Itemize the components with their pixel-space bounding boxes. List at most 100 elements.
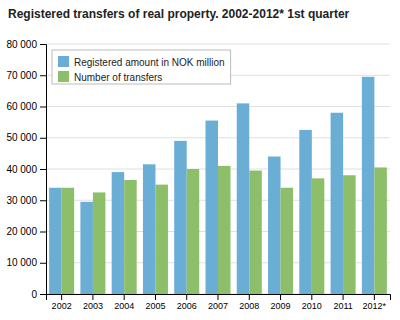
bar	[155, 185, 168, 294]
x-tick-label: 2006	[177, 301, 197, 311]
grid	[46, 44, 390, 294]
x-tick-label: 2002	[52, 301, 72, 311]
x-tick: 2002	[52, 294, 72, 311]
x-tick-mark	[249, 294, 250, 300]
y-tick-label: 70 000	[6, 70, 37, 81]
x-tick-mark	[124, 294, 125, 300]
x-tick-label: 2007	[208, 301, 228, 311]
bar	[93, 192, 106, 294]
x-tick-label: 2010	[302, 301, 322, 311]
bar-series	[62, 166, 387, 294]
y-tick: 50 000	[6, 132, 46, 143]
legend-swatch	[58, 71, 69, 82]
x-tick-mark	[311, 294, 312, 300]
x-tick-mark	[280, 294, 281, 300]
x-tick: 2004	[114, 294, 134, 311]
x-tick: 2007	[208, 294, 228, 311]
legend-item: Registered amount in NOK million	[58, 56, 225, 68]
bar	[343, 175, 356, 294]
chart-container: Registered transfers of real property. 2…	[0, 0, 400, 320]
bar	[331, 113, 344, 294]
x-tick: 2003	[83, 294, 103, 311]
x-tick: 2011	[333, 294, 352, 311]
x-tick-mark	[374, 294, 375, 300]
grid-line	[46, 44, 390, 45]
y-tick-mark	[40, 232, 46, 233]
y-tick-label: 0	[31, 289, 37, 300]
legend-item: Number of transfers	[58, 71, 162, 83]
bar	[112, 172, 125, 294]
y-tick-label: 30 000	[6, 195, 37, 206]
x-tick-mark	[218, 294, 219, 300]
bar	[174, 141, 187, 294]
bar	[143, 164, 156, 294]
legend-swatch	[58, 56, 69, 67]
plot: 0 10 000 20 000 30 000 40 000 50 000 60 000 70 …	[6, 39, 390, 312]
x-tick-mark	[61, 294, 62, 300]
y-tick-mark	[40, 107, 46, 108]
y-tick: 80 000	[6, 39, 46, 50]
x-tick-label: 2003	[83, 301, 103, 311]
x-tick-mark	[186, 294, 187, 300]
y-tick-mark	[40, 263, 46, 264]
y-tick-label: 20 000	[6, 226, 37, 237]
y-tick: 30 000	[6, 195, 46, 206]
y-tick: 0	[31, 289, 46, 300]
y-tick-label: 10 000	[6, 257, 37, 268]
x-tick: 2008	[239, 294, 259, 311]
y-tick: 70 000	[6, 70, 46, 81]
grid-line	[46, 106, 390, 107]
x-tick-mark	[155, 294, 156, 300]
bar	[62, 188, 75, 294]
y-tick-label: 60 000	[6, 101, 37, 112]
y-tick: 40 000	[6, 164, 46, 175]
y-tick-mark	[40, 138, 46, 139]
legend: Registered amount in NOK million Number o…	[52, 50, 231, 84]
bar	[312, 178, 325, 294]
bar-series	[49, 77, 374, 294]
bar	[268, 157, 281, 295]
x-axis-line	[47, 295, 391, 301]
bar	[124, 180, 137, 294]
x-tick-label: 2008	[239, 301, 259, 311]
title: Registered transfers of real property. 2…	[8, 7, 350, 21]
x-tick-label: 2012*	[363, 301, 387, 311]
bar	[205, 121, 218, 294]
x-tick-mark	[343, 294, 344, 300]
x-tick: 2012*	[363, 294, 387, 311]
bar	[299, 130, 312, 294]
bar	[80, 202, 93, 294]
y-tick-label: 50 000	[6, 132, 37, 143]
legend-label: Registered amount in NOK million	[74, 57, 225, 68]
chart-svg: Registered transfers of real property. 2…	[0, 0, 400, 320]
y-tick-mark	[40, 200, 46, 201]
y-tick-mark	[40, 75, 46, 76]
x-tick-label: 2005	[145, 301, 165, 311]
bar	[49, 188, 62, 294]
y-tick-mark	[40, 294, 46, 295]
x-tick: 2005	[145, 294, 165, 311]
y-tick: 10 000	[6, 257, 46, 268]
x-tick-mark	[92, 294, 93, 300]
bar	[237, 103, 250, 294]
bar	[249, 171, 262, 294]
legend-background	[52, 50, 231, 84]
y-tick-mark	[40, 44, 46, 45]
bar	[218, 166, 231, 294]
bar	[374, 167, 387, 294]
bar	[362, 77, 375, 294]
bars	[49, 77, 387, 294]
legend-label: Number of transfers	[74, 72, 162, 83]
y-tick-label: 80 000	[6, 39, 37, 50]
x-tick: 2009	[271, 294, 291, 311]
x-axis: 2002 2003 2004 2005 2006 2007 2008 2009 2010 2011…	[47, 294, 391, 311]
y-tick-label: 40 000	[6, 164, 37, 175]
bar	[187, 169, 200, 294]
y-axis-line	[40, 45, 47, 295]
y-tick: 20 000	[6, 226, 46, 237]
y-tick: 60 000	[6, 101, 46, 112]
x-tick-label: 2011	[333, 301, 352, 311]
x-tick: 2006	[177, 294, 197, 311]
x-tick-label: 2004	[114, 301, 134, 311]
y-tick-mark	[40, 169, 46, 170]
